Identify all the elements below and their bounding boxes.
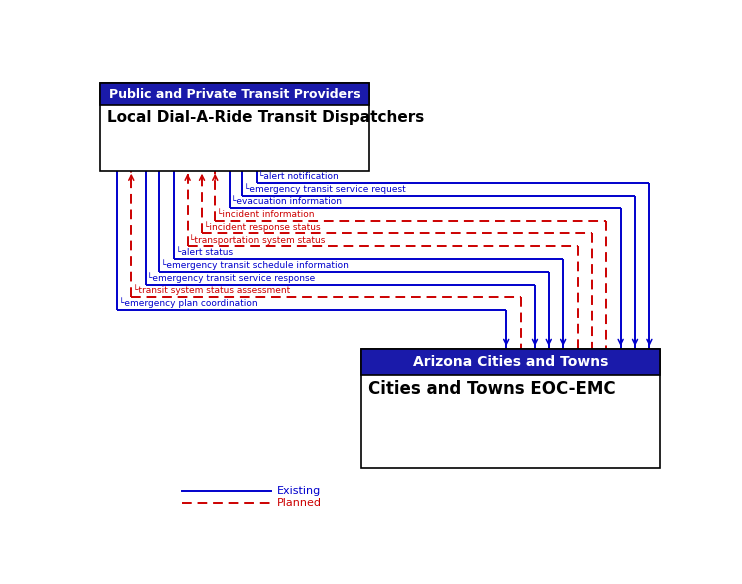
Text: └incident information: └incident information xyxy=(217,210,315,219)
Text: Arizona Cities and Towns: Arizona Cities and Towns xyxy=(413,355,608,369)
Text: └emergency transit schedule information: └emergency transit schedule information xyxy=(161,259,349,270)
Text: └emergency transit service request: └emergency transit service request xyxy=(244,183,406,194)
Text: Public and Private Transit Providers: Public and Private Transit Providers xyxy=(109,88,361,100)
Text: └evacuation information: └evacuation information xyxy=(232,197,342,206)
Text: └alert status: └alert status xyxy=(176,248,233,257)
Bar xyxy=(100,83,370,171)
Text: └transportation system status: └transportation system status xyxy=(189,234,326,245)
Text: └transit system status assessment: └transit system status assessment xyxy=(133,284,290,295)
Text: └emergency transit service response: └emergency transit service response xyxy=(148,272,315,283)
Text: Cities and Towns EOC-EMC: Cities and Towns EOC-EMC xyxy=(368,381,616,398)
Text: └emergency plan coordination: └emergency plan coordination xyxy=(119,297,257,308)
Bar xyxy=(100,83,370,105)
Text: Existing: Existing xyxy=(277,485,321,496)
Text: └incident response status: └incident response status xyxy=(204,221,321,231)
Bar xyxy=(361,349,660,468)
Bar xyxy=(361,349,660,375)
Text: Local Dial-A-Ride Transit Dispatchers: Local Dial-A-Ride Transit Dispatchers xyxy=(107,110,424,126)
Text: └alert notification: └alert notification xyxy=(258,172,339,180)
Text: Planned: Planned xyxy=(277,498,322,507)
